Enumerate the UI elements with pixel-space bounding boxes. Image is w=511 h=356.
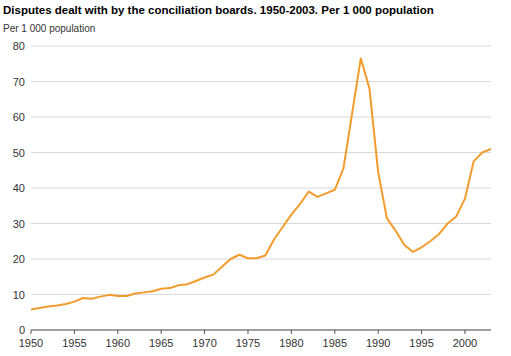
y-tick-label: 20 [13, 253, 25, 265]
x-tick [31, 330, 32, 334]
x-tick [74, 330, 75, 334]
x-tick-label: 1960 [106, 337, 130, 349]
x-tick-label: 1990 [366, 337, 390, 349]
y-tick-label: 40 [13, 182, 25, 194]
data-line [31, 58, 491, 309]
x-tick [291, 330, 292, 334]
grid-line [31, 152, 491, 153]
y-tick-label: 80 [13, 40, 25, 52]
x-tick-label: 1970 [192, 337, 216, 349]
x-tick [464, 330, 465, 334]
plot-area [31, 58, 491, 309]
x-tick-label: 1965 [149, 337, 173, 349]
title: Disputes dealt with by the conciliation … [3, 4, 434, 16]
x-tick-label: 1985 [323, 337, 347, 349]
y-tick-label: 60 [13, 111, 25, 123]
y-tick-label: 50 [13, 147, 25, 159]
y-tick-label: 70 [13, 76, 25, 88]
x-tick [334, 330, 335, 334]
x-tick-label: 1980 [279, 337, 303, 349]
grid-line [31, 188, 491, 189]
x-tick-label: 1975 [236, 337, 260, 349]
grid-line [31, 223, 491, 224]
y-tick-label: 10 [13, 289, 25, 301]
grid-line [31, 117, 491, 118]
grid-line [31, 259, 491, 260]
x-tick-label: 1950 [19, 337, 43, 349]
x-tick [204, 330, 205, 334]
x-tick [161, 330, 162, 334]
chart: Disputes dealt with by the conciliation … [0, 0, 511, 356]
x-tick [117, 330, 118, 334]
x-tick-label: 1995 [409, 337, 433, 349]
y-tick-label: 30 [13, 218, 25, 230]
grid-line [31, 81, 491, 82]
x-tick-label: 1955 [62, 337, 86, 349]
y-tick-label: 0 [19, 324, 25, 336]
grid-line [31, 46, 491, 47]
x-tick [421, 330, 422, 334]
x-tick-label: 2000 [453, 337, 477, 349]
x-tick [247, 330, 248, 334]
grid-line [31, 294, 491, 295]
y-axis-label: Per 1 000 population [3, 23, 95, 34]
x-tick [378, 330, 379, 334]
